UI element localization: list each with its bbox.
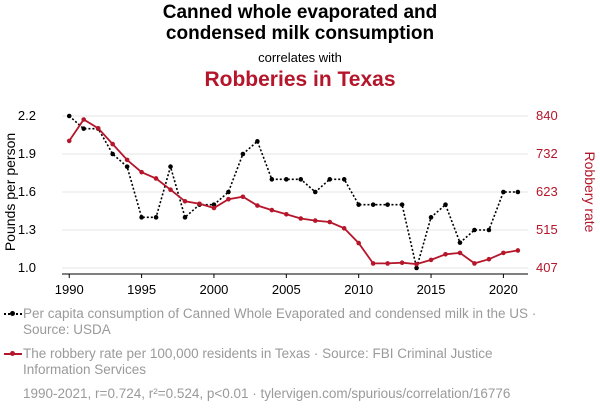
series-1-point [110, 151, 115, 157]
series-2-point [81, 117, 87, 122]
series-2-point [269, 207, 275, 213]
y-left-tick-label: 1.0 [18, 260, 36, 275]
y-right-tick-label: 732 [536, 146, 558, 161]
y-right-tick-label: 407 [536, 260, 558, 275]
series-1-point [66, 113, 72, 119]
series-1-point [226, 189, 231, 195]
series-1-point [298, 177, 304, 182]
series-2-point [501, 250, 506, 256]
x-tick-label: 2005 [272, 282, 301, 297]
series-1-point [81, 126, 87, 131]
series-2-point [370, 261, 376, 266]
x-tick-label: 2020 [489, 282, 518, 297]
legend-dot-2-icon [10, 351, 15, 356]
series-1-line [68, 115, 518, 269]
series-1-point [443, 202, 448, 207]
series-1-point [356, 202, 361, 207]
series-1-point [428, 215, 434, 220]
series-2-point [486, 256, 492, 262]
series-2-point [240, 194, 246, 200]
footer-stats: 1990-2021, r=0.724, r²=0.524, p<0.01 · t… [23, 386, 511, 401]
series-2-point [95, 125, 101, 131]
series-2-point [211, 205, 217, 211]
series-2-point [139, 169, 144, 175]
series-1-point [399, 202, 405, 207]
x-tick-label: 1990 [55, 282, 84, 297]
y-left-tick-label: 1.3 [18, 222, 36, 237]
y-left-tick-label: 1.9 [18, 146, 36, 161]
x-tick-label: 2000 [199, 282, 228, 297]
chart-subtitle: correlates with [258, 50, 342, 65]
series-2-point [399, 260, 405, 266]
x-tick-label: 2010 [344, 282, 373, 297]
series-2-point [110, 141, 115, 147]
series-2-point [472, 261, 477, 266]
series-2-point [182, 199, 188, 204]
series-1-point [327, 177, 333, 182]
series-2-point [284, 211, 289, 217]
series-2-point [168, 187, 173, 193]
series-1-point [486, 227, 492, 233]
series-1-point [414, 265, 419, 271]
series-1-point [168, 164, 173, 169]
series-2-line [68, 118, 519, 266]
x-tick-label: 1995 [127, 282, 156, 297]
series-2-point [457, 250, 463, 256]
series-1-point [312, 189, 318, 195]
series-2-point [226, 196, 231, 202]
series-2-point [197, 201, 202, 207]
series-2-point [515, 248, 521, 253]
series-2-point [356, 240, 361, 246]
y-right-tick-label: 840 [536, 108, 558, 123]
series-1-point [124, 164, 130, 169]
chart-title-2: Robberies in Texas [204, 68, 396, 91]
series-1-point [153, 215, 159, 220]
y-right-tick-label: 623 [536, 184, 558, 199]
series-2-point [428, 257, 434, 263]
series-2-point [255, 203, 260, 208]
series-1-point [370, 202, 376, 207]
series-2-point [124, 157, 130, 163]
series-1-point [385, 202, 390, 207]
y-right-tick-label: 515 [536, 222, 558, 237]
series-1-point [472, 227, 477, 233]
chart-title-line-2: condensed milk consumption [165, 23, 435, 44]
chart-title: Canned whole evaporated and condensed mi… [0, 2, 600, 44]
series-2-point [153, 176, 159, 181]
chart-title-line-1: Canned whole evaporated and [162, 2, 438, 23]
series-1-point [255, 139, 260, 144]
series-1-point [269, 177, 275, 182]
y-left-axis-label: Pounds per person [2, 133, 18, 251]
series-1-point [457, 240, 463, 245]
series-1-point [341, 177, 347, 182]
legend-dot-1-icon [10, 311, 15, 316]
y-left-tick-label: 1.6 [18, 184, 36, 199]
series-1-point [211, 202, 217, 207]
series-2-point [66, 138, 72, 144]
series-2-point [443, 252, 448, 257]
series-2-point [414, 261, 419, 267]
series-2-point [341, 226, 347, 231]
y-right-axis-label: Robbery rate [582, 152, 598, 233]
series-2-point [312, 218, 318, 223]
series-1-point [182, 215, 188, 220]
series-1-point [501, 189, 506, 195]
series-2-point [327, 219, 333, 225]
series-1-point [515, 189, 521, 195]
legend-text-1: Per capita consumption of Canned Whole E… [23, 306, 537, 337]
series-2-point [385, 261, 390, 266]
series-1-point [284, 177, 289, 182]
series-2-point [298, 216, 304, 221]
series-1-point [139, 215, 144, 220]
y-left-tick-label: 2.2 [18, 108, 36, 123]
series-1-point [240, 151, 246, 157]
x-tick-label: 2015 [417, 282, 446, 297]
legend-text-2: The robbery rate per 100,000 residents i… [23, 346, 493, 377]
